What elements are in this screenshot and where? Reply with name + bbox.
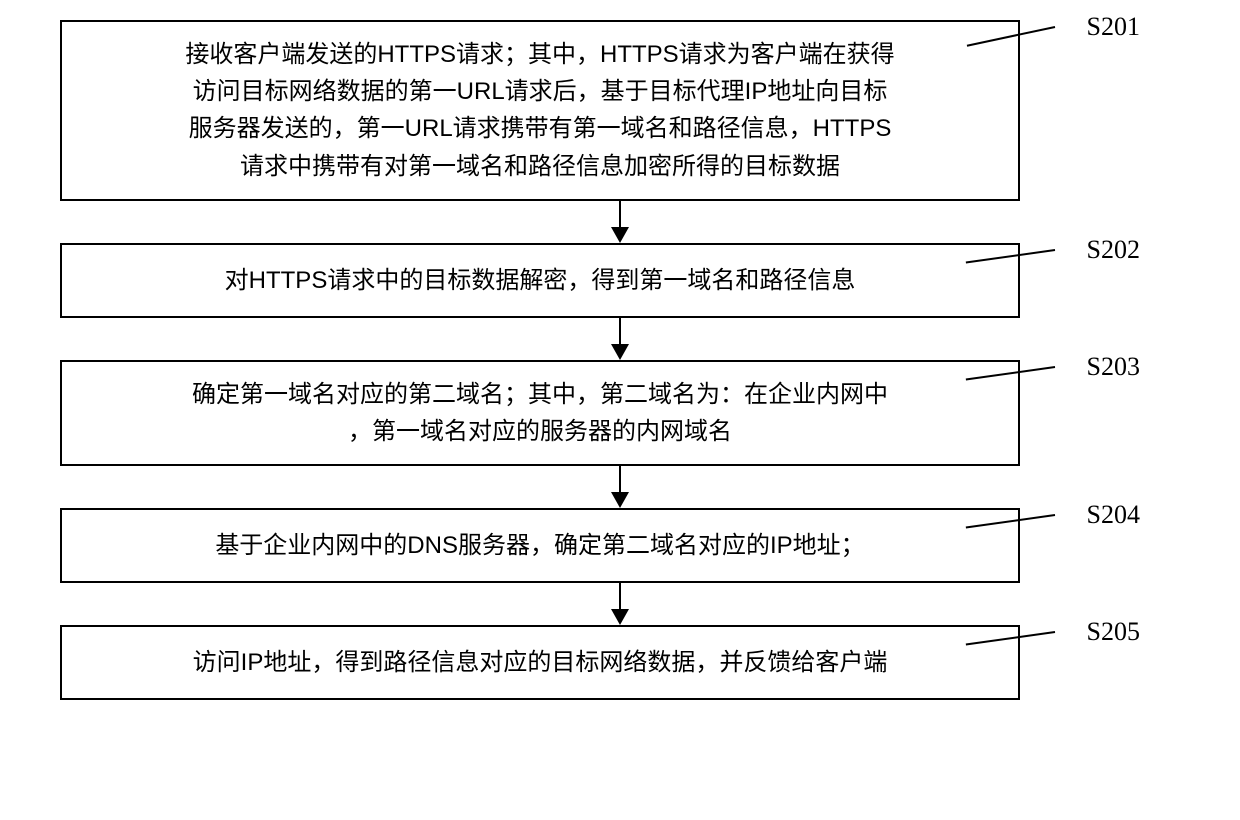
step-s203-box: 确定第一域名对应的第二域名；其中，第二域名为：在企业内网中 ，第一域名对应的服务…	[60, 360, 1020, 466]
step-s201-line3: 服务器发送的，第一URL请求携带有第一域名和路径信息，HTTPS	[82, 110, 998, 147]
arrow-2-line	[619, 318, 621, 344]
step-s205-line1: 访问IP地址，得到路径信息对应的目标网络数据，并反馈给客户端	[82, 644, 998, 681]
step-s205-container: 访问IP地址，得到路径信息对应的目标网络数据，并反馈给客户端 S205	[60, 625, 1180, 700]
step-s201-box: 接收客户端发送的HTTPS请求；其中，HTTPS请求为客户端在获得 访问目标网络…	[60, 20, 1020, 201]
arrow-4-head	[611, 609, 629, 625]
step-s201-line1: 接收客户端发送的HTTPS请求；其中，HTTPS请求为客户端在获得	[82, 36, 998, 73]
step-s205-label: S205	[1087, 617, 1140, 647]
step-s204-line1: 基于企业内网中的DNS服务器，确定第二域名对应的IP地址；	[82, 527, 998, 564]
arrow-4-line	[619, 583, 621, 609]
step-s202-box: 对HTTPS请求中的目标数据解密，得到第一域名和路径信息	[60, 243, 1020, 318]
arrow-2-head	[611, 344, 629, 360]
step-s204-label: S204	[1087, 500, 1140, 530]
arrow-3-head	[611, 492, 629, 508]
step-s203-line1: 确定第一域名对应的第二域名；其中，第二域名为：在企业内网中	[82, 376, 998, 413]
step-s205-box: 访问IP地址，得到路径信息对应的目标网络数据，并反馈给客户端	[60, 625, 1020, 700]
step-s203-label: S203	[1087, 352, 1140, 382]
arrow-1-head	[611, 227, 629, 243]
step-s202-container: 对HTTPS请求中的目标数据解密，得到第一域名和路径信息 S202	[60, 243, 1180, 318]
step-s202-line1: 对HTTPS请求中的目标数据解密，得到第一域名和路径信息	[82, 262, 998, 299]
arrow-1-line	[619, 201, 621, 227]
arrow-3	[140, 466, 1100, 508]
step-s201-container: 接收客户端发送的HTTPS请求；其中，HTTPS请求为客户端在获得 访问目标网络…	[60, 20, 1180, 201]
arrow-2	[140, 318, 1100, 360]
step-s203-line2: ，第一域名对应的服务器的内网域名	[82, 413, 998, 450]
flowchart-container: 接收客户端发送的HTTPS请求；其中，HTTPS请求为客户端在获得 访问目标网络…	[0, 20, 1240, 700]
step-s202-label: S202	[1087, 235, 1140, 265]
arrow-3-line	[619, 466, 621, 492]
step-s201-line2: 访问目标网络数据的第一URL请求后，基于目标代理IP地址向目标	[82, 73, 998, 110]
step-s203-container: 确定第一域名对应的第二域名；其中，第二域名为：在企业内网中 ，第一域名对应的服务…	[60, 360, 1180, 466]
step-s201-label: S201	[1087, 12, 1140, 42]
arrow-1	[140, 201, 1100, 243]
step-s201-line4: 请求中携带有对第一域名和路径信息加密所得的目标数据	[82, 148, 998, 185]
step-s204-box: 基于企业内网中的DNS服务器，确定第二域名对应的IP地址；	[60, 508, 1020, 583]
step-s204-container: 基于企业内网中的DNS服务器，确定第二域名对应的IP地址； S204	[60, 508, 1180, 583]
arrow-4	[140, 583, 1100, 625]
